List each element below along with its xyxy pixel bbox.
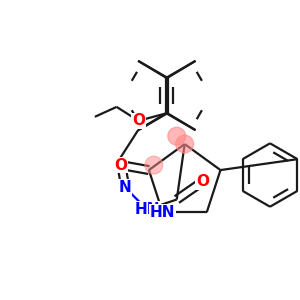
Circle shape xyxy=(176,135,194,153)
Circle shape xyxy=(168,127,186,145)
Text: O: O xyxy=(132,113,145,128)
Text: O: O xyxy=(196,174,209,189)
Text: HN: HN xyxy=(150,205,175,220)
Text: HN: HN xyxy=(134,202,160,217)
Text: O: O xyxy=(115,158,128,172)
Text: N: N xyxy=(119,180,132,195)
Circle shape xyxy=(145,156,163,174)
